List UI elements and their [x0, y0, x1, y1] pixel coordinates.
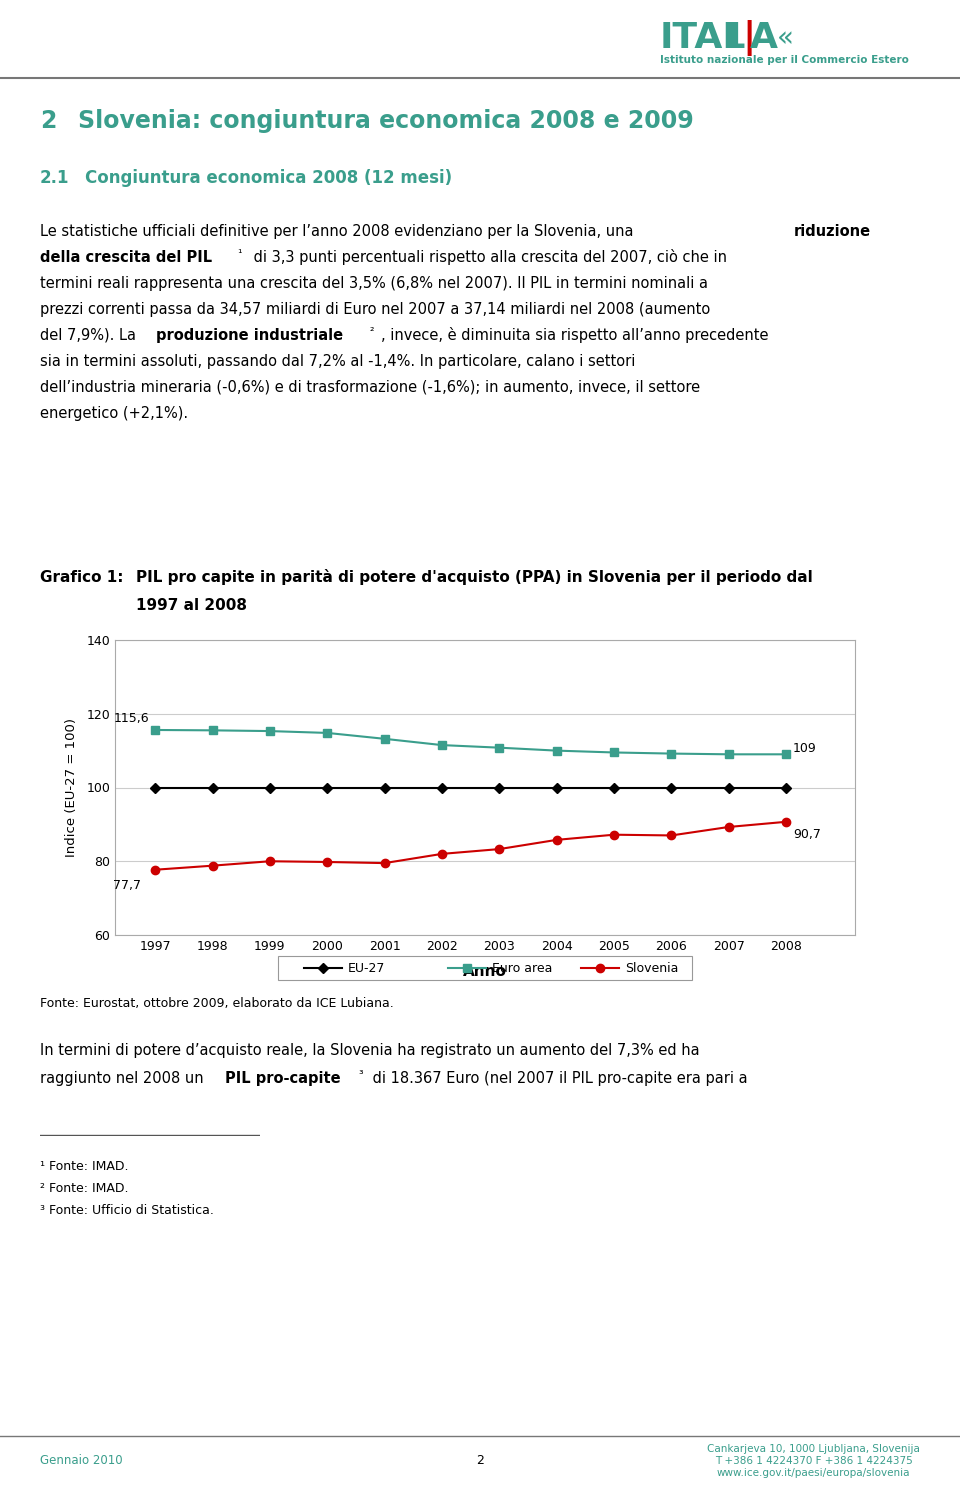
Text: 109: 109: [793, 742, 817, 755]
Text: I: I: [728, 21, 741, 55]
Text: ³ Fonte: Ufficio di Statistica.: ³ Fonte: Ufficio di Statistica.: [40, 1204, 214, 1217]
Text: A: A: [750, 21, 778, 55]
Text: ¹: ¹: [237, 250, 242, 259]
Text: ²: ²: [370, 327, 374, 337]
Text: Le statistiche ufficiali definitive per l’anno 2008 evidenziano per la Slovenia,: Le statistiche ufficiali definitive per …: [40, 224, 638, 239]
Text: 1997 al 2008: 1997 al 2008: [136, 597, 247, 614]
Text: Euro area: Euro area: [492, 961, 552, 975]
Text: prezzi correnti passa da 34,57 miliardi di Euro nel 2007 a 37,14 miliardi nel 20: prezzi correnti passa da 34,57 miliardi …: [40, 302, 710, 317]
Text: 77,7: 77,7: [113, 880, 141, 892]
Text: Cankarjeva 10, 1000 Ljubljana, Slovenija
T +386 1 4224370 F +386 1 4224375
www.i: Cankarjeva 10, 1000 Ljubljana, Slovenija…: [708, 1444, 920, 1477]
Text: Fonte: Eurostat, ottobre 2009, elaborato da ICE Lubiana.: Fonte: Eurostat, ottobre 2009, elaborato…: [40, 997, 394, 1010]
Text: di 18.367 Euro (nel 2007 il PIL pro-capite era pari a: di 18.367 Euro (nel 2007 il PIL pro-capi…: [368, 1071, 748, 1086]
Text: Istituto nazionale per il Commercio Estero: Istituto nazionale per il Commercio Este…: [660, 55, 909, 65]
Text: In termini di potere d’acquisto reale, la Slovenia ha registrato un aumento del : In termini di potere d’acquisto reale, l…: [40, 1043, 700, 1058]
Text: «: «: [777, 24, 794, 52]
Text: ITAL: ITAL: [660, 21, 746, 55]
Text: PIL pro-capite: PIL pro-capite: [225, 1071, 341, 1086]
Text: energetico (+2,1%).: energetico (+2,1%).: [40, 406, 188, 421]
Text: 90,7: 90,7: [793, 829, 821, 841]
Text: 115,6: 115,6: [113, 712, 149, 725]
Text: termini reali rappresenta una crescita del 3,5% (6,8% nel 2007). Il PIL in termi: termini reali rappresenta una crescita d…: [40, 276, 708, 291]
Text: raggiunto nel 2008 un: raggiunto nel 2008 un: [40, 1071, 208, 1086]
Bar: [277, 955, 692, 979]
Y-axis label: Indice (EU-27 = 100): Indice (EU-27 = 100): [65, 718, 78, 857]
Text: dell’industria mineraria (-0,6%) e di trasformazione (-1,6%); in aumento, invece: dell’industria mineraria (-0,6%) e di tr…: [40, 380, 700, 395]
Text: PIL pro capite in parità di potere d'acquisto (PPA) in Slovenia per il periodo d: PIL pro capite in parità di potere d'acq…: [136, 569, 813, 585]
Text: del 7,9%). La: del 7,9%). La: [40, 328, 140, 343]
Text: , invece, è diminuita sia rispetto all’anno precedente: , invece, è diminuita sia rispetto all’a…: [381, 327, 769, 343]
Text: 2: 2: [476, 1455, 484, 1468]
Text: |: |: [742, 19, 756, 56]
Text: 2.1: 2.1: [40, 169, 69, 187]
Text: Gennaio 2010: Gennaio 2010: [40, 1455, 123, 1468]
Text: Congiuntura economica 2008 (12 mesi): Congiuntura economica 2008 (12 mesi): [85, 169, 452, 187]
Text: EU-27: EU-27: [348, 961, 385, 975]
Text: ¹ Fonte: IMAD.: ¹ Fonte: IMAD.: [40, 1161, 129, 1172]
Text: ² Fonte: IMAD.: ² Fonte: IMAD.: [40, 1181, 129, 1195]
Text: riduzione: riduzione: [794, 224, 871, 239]
Text: sia in termini assoluti, passando dal 7,2% al -1,4%. In particolare, calano i se: sia in termini assoluti, passando dal 7,…: [40, 354, 636, 369]
Text: Slovenia: congiuntura economica 2008 e 2009: Slovenia: congiuntura economica 2008 e 2…: [78, 108, 694, 134]
Text: produzione industriale: produzione industriale: [156, 328, 343, 343]
Text: Slovenia: Slovenia: [625, 961, 679, 975]
Text: della crescita del PIL: della crescita del PIL: [40, 250, 212, 265]
X-axis label: Anno: Anno: [463, 964, 507, 979]
Text: Grafico 1:: Grafico 1:: [40, 571, 124, 585]
Text: 2: 2: [40, 108, 57, 134]
Text: di 3,3 punti percentuali rispetto alla crescita del 2007, ciò che in: di 3,3 punti percentuali rispetto alla c…: [249, 250, 727, 265]
Text: ³: ³: [358, 1070, 363, 1080]
